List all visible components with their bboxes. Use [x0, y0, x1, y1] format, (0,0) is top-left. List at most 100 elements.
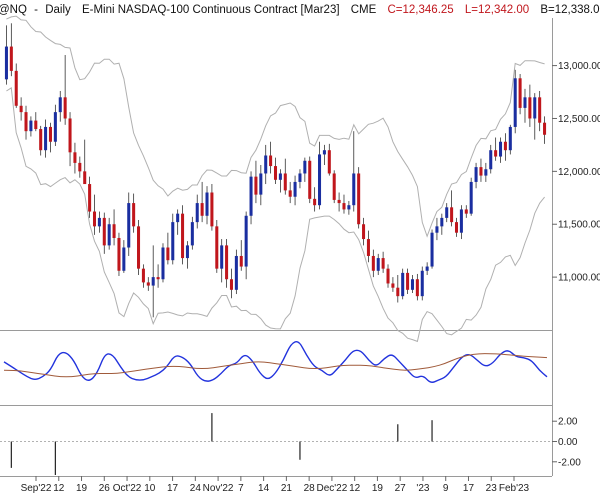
date-tick-label: 12 — [53, 483, 65, 493]
bollinger-bands — [6, 15, 545, 343]
down-candle — [528, 84, 532, 127]
candle-body — [303, 160, 307, 174]
down-candle — [73, 142, 77, 174]
candle-body — [205, 192, 209, 216]
up-candle — [469, 177, 473, 216]
up-candle — [347, 200, 351, 215]
up-candle — [53, 104, 57, 146]
price-tick-label: 11,500.00 — [558, 220, 600, 231]
down-candle — [503, 133, 507, 161]
up-candle — [97, 211, 101, 233]
candle-body — [244, 215, 248, 267]
up-candle — [318, 141, 322, 210]
candle-body — [122, 247, 126, 271]
candle-body — [200, 203, 204, 216]
candle-body — [58, 97, 62, 113]
candle-body — [508, 126, 512, 151]
up-candle — [4, 25, 8, 85]
candle-body — [391, 283, 395, 288]
down-candle — [14, 63, 18, 108]
candle-body — [39, 129, 43, 151]
candle-body — [459, 209, 463, 233]
down-candle — [225, 239, 229, 288]
date-tick-label: 19 — [372, 483, 384, 493]
date-tick-label: 26 — [99, 483, 111, 493]
candle-body — [102, 217, 106, 246]
candle-body — [146, 282, 150, 286]
down-candle — [450, 190, 454, 227]
candle-body — [127, 203, 131, 248]
candle-body — [513, 78, 517, 127]
candle-body — [181, 213, 185, 259]
down-candle — [518, 74, 522, 115]
exchange: CME — [351, 4, 377, 16]
down-candle — [117, 232, 121, 277]
date-tick-label: 17 — [463, 483, 475, 493]
up-candle — [205, 186, 209, 225]
date-tick-label: '23 — [416, 483, 429, 493]
candle-body — [151, 277, 155, 286]
up-candle — [185, 241, 189, 269]
up-candle — [220, 239, 224, 283]
candle-body — [78, 162, 82, 172]
candle-body — [528, 97, 532, 119]
candle-body — [420, 270, 424, 297]
candle-body — [450, 207, 454, 223]
up-candle — [176, 209, 180, 235]
candle-body — [479, 167, 483, 176]
candle-body — [440, 217, 444, 227]
down-candle — [92, 194, 97, 235]
up-candle — [523, 88, 527, 123]
candle-body — [464, 209, 468, 214]
down-candle — [543, 116, 547, 144]
candle-body — [107, 224, 111, 246]
svg-text:@NQ - Daily: @NQ - Daily E-Mini NASDAQ-100 Continuous… — [0, 4, 600, 16]
candle-body — [381, 258, 385, 269]
candle-body — [533, 97, 537, 119]
down-candle — [156, 264, 160, 288]
down-candle — [229, 268, 233, 299]
candle-body — [259, 173, 263, 195]
date-tick-label: 17 — [167, 483, 179, 493]
price-tick-label: 12,500.00 — [558, 114, 600, 125]
down-candle — [132, 193, 136, 233]
up-candle — [171, 213, 175, 265]
down-candle — [19, 97, 23, 121]
down-candle — [269, 141, 273, 174]
down-candle — [313, 187, 317, 212]
up-candle — [425, 262, 429, 276]
candle-body — [371, 255, 375, 271]
close-value: C=12,346.25 — [388, 4, 454, 16]
histogram-panel: 2.00 0.00 -2.00 — [0, 413, 581, 475]
down-candle — [357, 167, 361, 229]
candle-body — [283, 173, 287, 191]
candle-body — [220, 245, 224, 269]
candle-body — [357, 173, 361, 225]
interval: Daily — [45, 4, 71, 16]
down-candle — [48, 122, 52, 153]
candle-body — [273, 166, 278, 180]
candle-body — [234, 255, 238, 290]
candle-body — [278, 173, 282, 180]
histogram-tick-label: 0.00 — [558, 437, 578, 448]
down-candle — [215, 220, 219, 273]
candle-body — [190, 222, 194, 246]
date-tick-label: 19 — [76, 483, 88, 493]
down-candle — [464, 205, 468, 218]
candle-body — [48, 126, 52, 142]
candle-body — [327, 150, 331, 174]
candle-body — [332, 173, 336, 200]
up-candle — [410, 275, 414, 293]
candle-body — [215, 226, 219, 269]
candle-body — [9, 46, 13, 71]
candle-body — [24, 112, 28, 132]
price-tick-label: 13,000.00 — [558, 61, 600, 72]
up-candle — [508, 124, 512, 155]
signal-line — [3, 353, 548, 378]
header: @NQ - Daily E-Mini NASDAQ-100 Continuous… — [0, 4, 600, 16]
candle-body — [342, 203, 346, 210]
down-candle — [88, 176, 92, 218]
down-candle — [146, 277, 150, 291]
candle-body — [503, 141, 507, 151]
